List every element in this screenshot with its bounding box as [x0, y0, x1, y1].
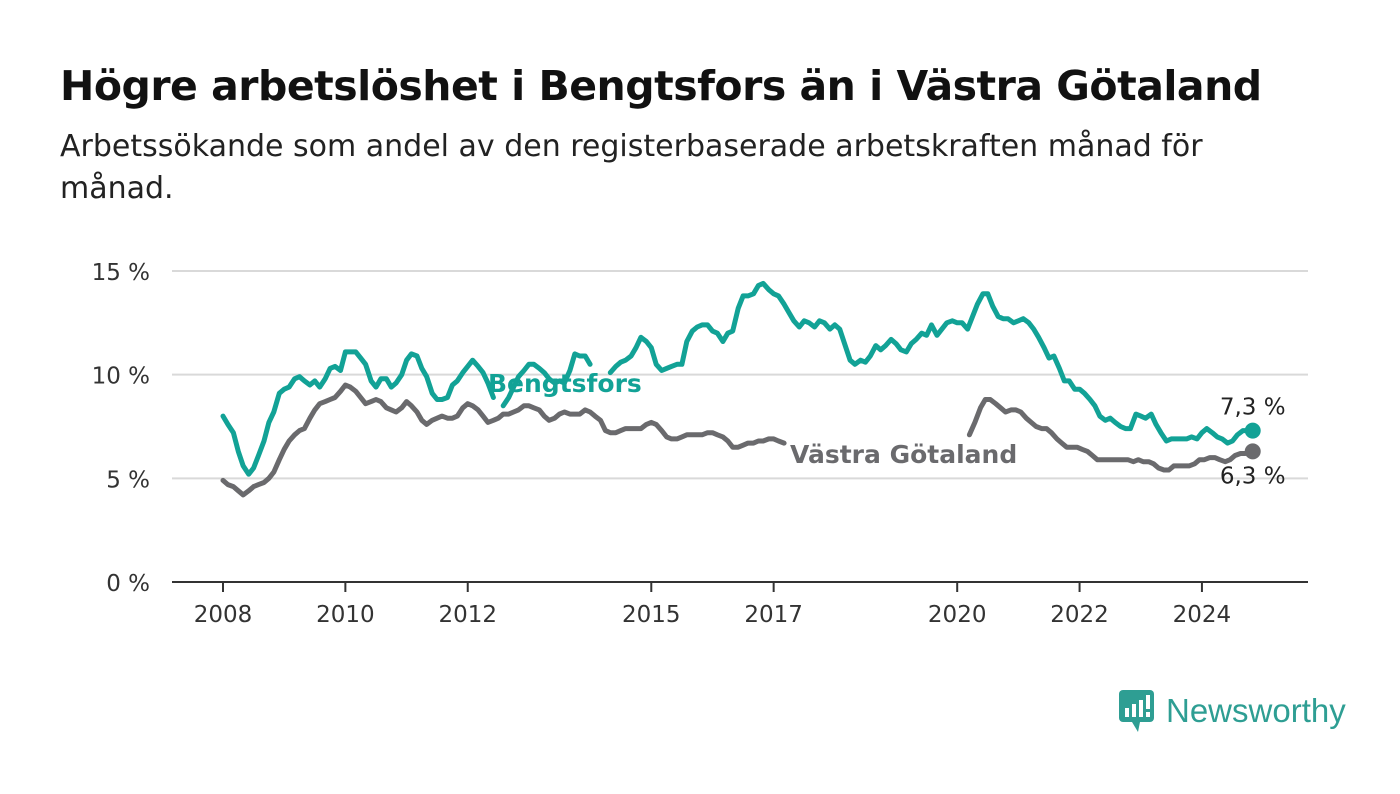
y-tick-label: 0 % [106, 571, 150, 597]
x-tick-label: 2010 [316, 602, 375, 628]
page-subtitle: Arbetssökande som andel av den registerb… [60, 129, 1203, 206]
x-tick-label: 2020 [928, 602, 987, 628]
series-line-vastra-gotaland [966, 397, 1256, 473]
brand-name: Newsworthy [1166, 692, 1346, 729]
page-title: Högre arbetslöshet i Bengtsfors än i Väs… [60, 62, 1262, 110]
y-tick-label: 5 % [106, 467, 150, 493]
end-value-label-bengtsfors: 7,3 % [1220, 395, 1286, 421]
end-value-label-vastra-gotaland: 6,3 % [1220, 463, 1286, 489]
x-tick-label: 2017 [744, 602, 803, 628]
x-tick-label: 2012 [438, 602, 497, 628]
x-tick-label: 2022 [1050, 602, 1109, 628]
series-label-bengtsfors: Bengtsfors [488, 369, 642, 398]
y-tick-label: 15 % [92, 260, 150, 286]
series-line-vastra-gotaland [220, 382, 787, 498]
series-line-bengtsfors [500, 351, 593, 409]
newsworthy-logo-icon [1119, 690, 1154, 732]
x-tick-label: 2015 [622, 602, 681, 628]
series-line-bengtsfors [607, 280, 1256, 446]
series-label-vastra-gotaland: Västra Götaland [790, 440, 1017, 469]
end-marker-bengtsfors [1244, 422, 1261, 439]
y-tick-label: 10 % [92, 364, 150, 390]
x-tick-label: 2024 [1173, 602, 1232, 628]
series-line-bengtsfors [220, 349, 496, 477]
brand[interactable]: Newsworthy [1118, 688, 1346, 734]
x-tick-label: 2008 [194, 602, 253, 628]
end-marker-vastra-gotaland [1244, 443, 1261, 460]
